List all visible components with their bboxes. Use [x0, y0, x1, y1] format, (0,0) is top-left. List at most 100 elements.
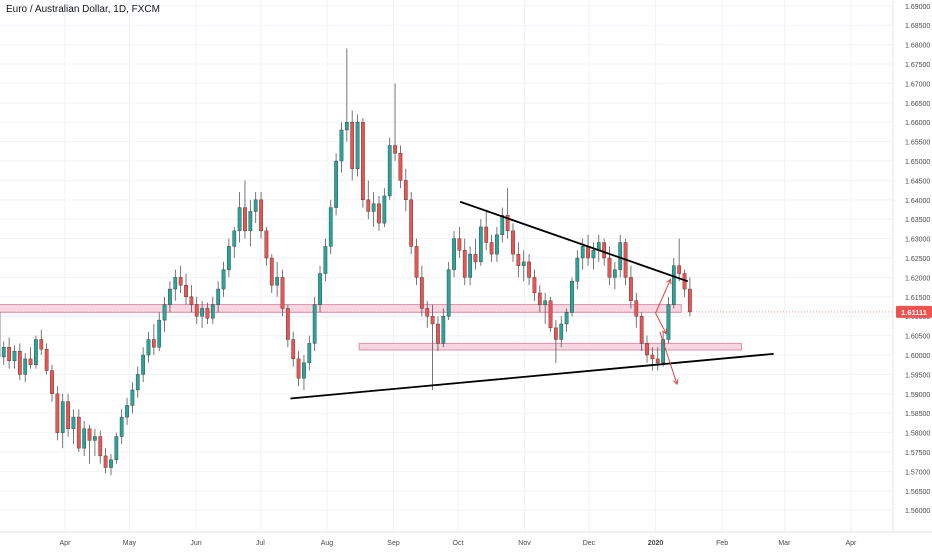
candle-body — [29, 359, 32, 365]
candle-body — [635, 301, 638, 317]
candle-body — [544, 301, 547, 305]
candle-body — [463, 250, 466, 277]
x-tick-label: Apr — [846, 540, 858, 547]
candle-body — [592, 250, 595, 258]
candle-body — [645, 343, 648, 355]
y-tick-label: 1.66500 — [905, 101, 930, 108]
lower-trendline — [290, 354, 773, 399]
candle-body — [104, 456, 107, 468]
candle-body — [297, 359, 300, 378]
candle-body — [93, 437, 96, 441]
candle-body — [136, 374, 139, 390]
candle-body — [640, 316, 643, 343]
candle-body — [88, 429, 91, 441]
candle-body — [442, 316, 445, 343]
candle-body — [120, 417, 123, 436]
candle-body — [324, 246, 327, 273]
candle-body — [99, 437, 102, 456]
candle-body — [361, 122, 364, 200]
candle-body — [158, 320, 161, 347]
candle-body — [656, 359, 659, 363]
y-tick-label: 1.61500 — [905, 295, 930, 302]
candle-body — [281, 277, 284, 308]
candle-body — [372, 204, 375, 212]
candle-body — [608, 258, 611, 277]
candle-body — [259, 200, 262, 231]
candle-body — [490, 243, 493, 255]
upper-trendline — [460, 202, 688, 282]
candle-body — [2, 347, 5, 357]
candle-body — [152, 340, 155, 348]
x-tick-label: 2020 — [648, 540, 664, 547]
last-price-marker: 1.61111 — [896, 306, 932, 318]
candle-body — [292, 340, 295, 359]
candle-body — [426, 308, 429, 316]
x-tick-label: Aug — [321, 540, 334, 547]
candle-body — [147, 340, 150, 356]
candle-body — [313, 305, 316, 344]
x-tick-label: Dec — [583, 540, 596, 547]
candle-body — [200, 308, 203, 316]
candle-body — [383, 196, 386, 223]
candle-body — [678, 266, 681, 274]
candle-body — [249, 211, 252, 230]
candle-body — [286, 308, 289, 339]
candle-layer — [0, 49, 692, 476]
candle-body — [517, 254, 520, 266]
price-axis[interactable]: 1.690001.685001.680001.675001.670001.665… — [905, 4, 930, 515]
candle-body — [468, 254, 471, 277]
candle-body — [399, 153, 402, 180]
candle-body — [672, 266, 675, 305]
y-tick-label: 1.58500 — [905, 411, 930, 418]
candle-body — [420, 277, 423, 308]
last-price-text: 1.61111 — [901, 308, 927, 317]
candle-body — [533, 277, 536, 293]
candle-body — [619, 243, 622, 270]
candle-body — [586, 246, 589, 258]
y-tick-label: 1.66000 — [905, 120, 930, 127]
candle-body — [377, 204, 380, 223]
candle-body — [334, 161, 337, 208]
candle-body — [356, 122, 359, 169]
candle-body — [367, 200, 370, 212]
y-tick-label: 1.67500 — [905, 62, 930, 69]
x-tick-label: Feb — [716, 540, 728, 547]
candle-body — [83, 429, 86, 448]
candle-body — [351, 122, 354, 169]
candle-body — [511, 231, 514, 254]
candle-body — [66, 402, 69, 429]
y-tick-label: 1.56500 — [905, 489, 930, 496]
candle-body — [190, 297, 193, 305]
candle-body — [40, 340, 43, 350]
candle-body — [474, 254, 477, 262]
candle-body — [7, 347, 10, 361]
candle-body — [447, 270, 450, 317]
y-tick-label: 1.56000 — [905, 508, 930, 515]
chart-title: Euro / Australian Dollar, 1D, FXCM — [6, 4, 160, 15]
grid-layer — [0, 0, 893, 532]
upper-zone — [0, 305, 681, 313]
candle-body — [168, 289, 171, 305]
candle-body — [270, 258, 273, 285]
zone-layer — [0, 305, 893, 350]
candle-body — [61, 402, 64, 433]
y-tick-label: 1.65000 — [905, 159, 930, 166]
candle-body — [688, 289, 691, 312]
candle-body — [72, 417, 75, 429]
candle-body — [538, 293, 541, 305]
candle-body — [495, 235, 498, 254]
y-tick-label: 1.63000 — [905, 237, 930, 244]
y-tick-label: 1.64500 — [905, 178, 930, 185]
candle-body — [485, 227, 488, 243]
candle-body — [115, 437, 118, 460]
candle-body — [302, 363, 305, 379]
candle-body — [651, 355, 654, 359]
y-tick-label: 1.58000 — [905, 431, 930, 438]
x-tick-label: Oct — [453, 540, 464, 547]
candle-body — [195, 305, 198, 317]
y-tick-label: 1.59000 — [905, 392, 930, 399]
x-tick-label: Sep — [387, 540, 400, 547]
y-tick-label: 1.65500 — [905, 140, 930, 147]
